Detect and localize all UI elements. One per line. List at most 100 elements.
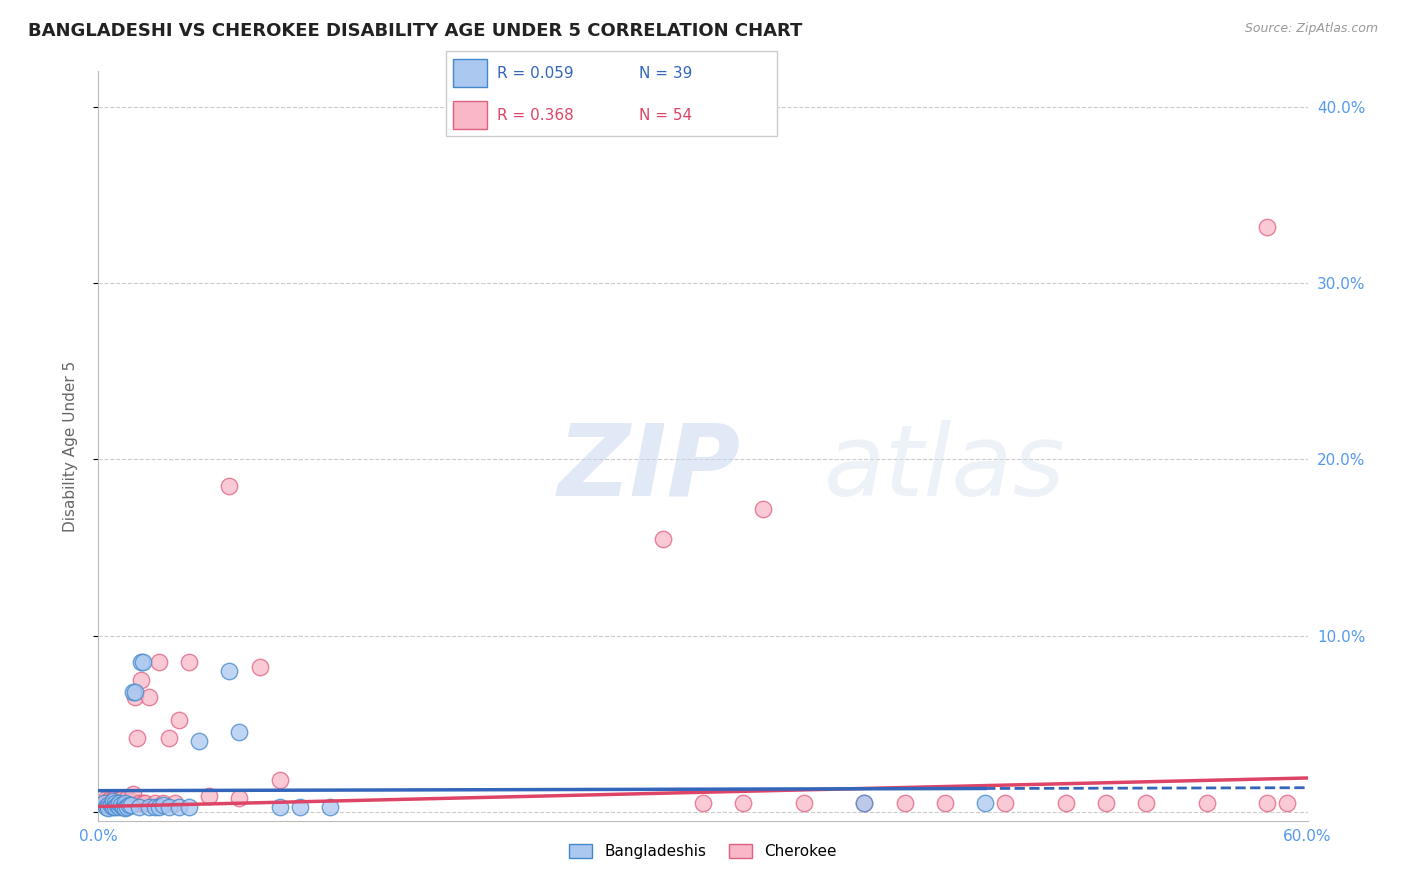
Bar bbox=[453, 59, 486, 87]
Point bbox=[269, 799, 291, 814]
Point bbox=[218, 478, 240, 492]
Point bbox=[107, 796, 129, 810]
Point bbox=[107, 792, 129, 806]
Point bbox=[115, 790, 138, 805]
Point bbox=[752, 501, 775, 516]
Point bbox=[228, 790, 250, 805]
Point bbox=[163, 796, 186, 810]
Point bbox=[114, 794, 136, 808]
Point bbox=[934, 796, 956, 810]
Point bbox=[111, 799, 134, 814]
Bar bbox=[453, 101, 486, 129]
Point bbox=[103, 796, 125, 810]
Point bbox=[97, 794, 120, 808]
Point bbox=[853, 796, 876, 810]
Point bbox=[249, 660, 271, 674]
Point bbox=[893, 796, 915, 810]
Point bbox=[97, 801, 120, 815]
Point bbox=[128, 796, 150, 810]
Point bbox=[100, 790, 122, 805]
Point bbox=[319, 799, 342, 814]
Point bbox=[101, 796, 124, 810]
Text: BANGLADESHI VS CHEROKEE DISABILITY AGE UNDER 5 CORRELATION CHART: BANGLADESHI VS CHEROKEE DISABILITY AGE U… bbox=[28, 22, 803, 40]
Point bbox=[179, 799, 201, 814]
Point bbox=[198, 789, 221, 803]
Point bbox=[1054, 796, 1077, 810]
Point bbox=[111, 796, 134, 810]
Point bbox=[105, 797, 128, 812]
Point bbox=[129, 655, 152, 669]
Point bbox=[138, 690, 160, 705]
Text: R = 0.368: R = 0.368 bbox=[496, 108, 574, 122]
Point bbox=[120, 794, 142, 808]
Point bbox=[103, 799, 125, 814]
Text: N = 39: N = 39 bbox=[638, 66, 692, 80]
Legend: Bangladeshis, Cherokee: Bangladeshis, Cherokee bbox=[562, 838, 844, 865]
Point bbox=[138, 799, 160, 814]
Point bbox=[157, 799, 180, 814]
Point bbox=[148, 655, 170, 669]
Text: ZIP: ZIP bbox=[558, 420, 741, 517]
Point bbox=[101, 799, 124, 814]
Point bbox=[157, 731, 180, 745]
Point bbox=[1256, 796, 1278, 810]
Point bbox=[110, 797, 132, 812]
Point bbox=[974, 796, 997, 810]
Point bbox=[288, 799, 311, 814]
Point bbox=[118, 797, 141, 812]
Point bbox=[167, 713, 190, 727]
Point bbox=[269, 773, 291, 788]
Point bbox=[101, 794, 124, 808]
Point bbox=[1095, 796, 1118, 810]
Point bbox=[107, 796, 129, 810]
Point bbox=[651, 532, 673, 546]
Point bbox=[121, 685, 143, 699]
Point bbox=[103, 796, 125, 810]
Point bbox=[1195, 796, 1218, 810]
Point bbox=[105, 796, 128, 810]
Point bbox=[152, 796, 174, 810]
Point bbox=[121, 787, 143, 801]
Point bbox=[1135, 796, 1157, 810]
Point bbox=[793, 796, 815, 810]
Point bbox=[124, 685, 146, 699]
Point bbox=[101, 792, 124, 806]
Point bbox=[114, 801, 136, 815]
Point bbox=[120, 797, 142, 812]
Point bbox=[96, 792, 118, 806]
Point bbox=[692, 796, 714, 810]
Point bbox=[93, 796, 115, 810]
Point bbox=[100, 797, 122, 812]
Point bbox=[114, 796, 136, 810]
FancyBboxPatch shape bbox=[446, 51, 778, 136]
Point bbox=[1277, 796, 1299, 810]
Point bbox=[188, 734, 211, 748]
Point bbox=[152, 797, 174, 812]
Text: N = 54: N = 54 bbox=[638, 108, 692, 122]
Point bbox=[110, 792, 132, 806]
Point bbox=[103, 790, 125, 805]
Point bbox=[124, 690, 146, 705]
Point bbox=[97, 797, 120, 812]
Point bbox=[134, 796, 156, 810]
Point bbox=[97, 797, 120, 812]
Point bbox=[132, 796, 155, 810]
Point bbox=[733, 796, 755, 810]
Point bbox=[93, 796, 115, 810]
Point bbox=[118, 796, 141, 810]
Text: R = 0.059: R = 0.059 bbox=[496, 66, 574, 80]
Point bbox=[128, 799, 150, 814]
Point bbox=[148, 799, 170, 814]
Point bbox=[853, 796, 876, 810]
Point bbox=[1256, 219, 1278, 234]
Point bbox=[179, 655, 201, 669]
Point bbox=[129, 673, 152, 687]
Point bbox=[115, 799, 138, 814]
Point bbox=[143, 796, 166, 810]
Point bbox=[167, 799, 190, 814]
Point bbox=[228, 725, 250, 739]
Point bbox=[218, 664, 240, 678]
Point bbox=[994, 796, 1017, 810]
Point bbox=[132, 655, 155, 669]
Y-axis label: Disability Age Under 5: Disability Age Under 5 bbox=[63, 360, 77, 532]
